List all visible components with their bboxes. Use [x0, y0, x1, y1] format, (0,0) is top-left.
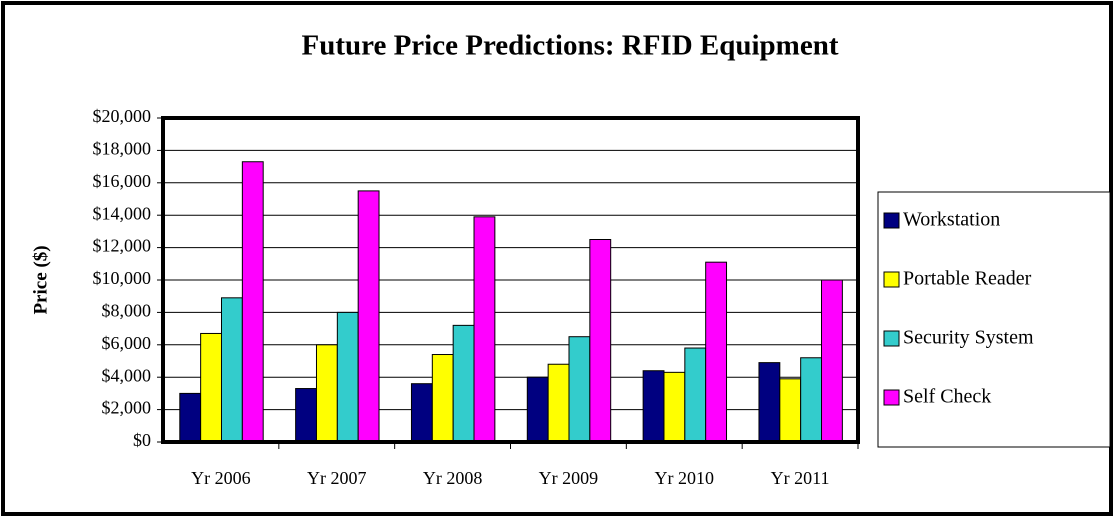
bar	[241, 161, 264, 443]
bar	[779, 378, 802, 443]
x-tick-label: Yr 2006	[191, 468, 251, 488]
bar	[179, 392, 202, 443]
x-tick-label: Yr 2008	[423, 468, 483, 488]
y-tick-label: $6,000	[102, 333, 152, 353]
legend-label: Workstation	[903, 209, 1000, 231]
bar	[295, 388, 317, 443]
bar	[410, 383, 433, 443]
x-tick-label: Yr 2011	[771, 468, 830, 488]
x-tick-label: Yr 2007	[307, 468, 367, 488]
legend-label: Security System	[903, 327, 1034, 349]
y-tick-label: $12,000	[93, 236, 152, 256]
bar	[589, 239, 612, 443]
bar	[315, 344, 338, 443]
bar	[642, 370, 665, 443]
legend-swatch	[883, 271, 900, 288]
y-tick-label: $4,000	[102, 365, 152, 385]
legend-swatch	[883, 389, 900, 406]
bar	[200, 332, 222, 443]
bar	[357, 190, 380, 443]
bar	[568, 336, 591, 443]
bar	[758, 362, 781, 443]
bar	[220, 297, 243, 443]
bar	[684, 347, 707, 443]
y-tick-label: $10,000	[93, 268, 152, 288]
bar	[663, 371, 686, 443]
legend-box	[877, 191, 1111, 448]
y-tick-label: $18,000	[93, 139, 152, 159]
y-tick-label: $20,000	[93, 106, 152, 126]
bar	[473, 216, 496, 443]
bar	[821, 279, 843, 443]
plot-border	[161, 116, 860, 444]
bar	[547, 363, 570, 443]
x-tick-label: Yr 2009	[539, 468, 599, 488]
bar	[705, 261, 728, 443]
bar	[800, 357, 823, 443]
y-tick-label: $0	[133, 430, 151, 450]
bar	[431, 354, 454, 443]
bar	[526, 376, 549, 443]
x-tick-label: Yr 2010	[655, 468, 715, 488]
y-axis-label: Price ($)	[30, 245, 51, 314]
legend-label: Portable Reader	[903, 268, 1032, 290]
bar	[452, 324, 475, 443]
y-tick-label: $16,000	[93, 171, 152, 191]
legend-swatch	[883, 330, 900, 347]
y-tick-label: $8,000	[102, 301, 152, 321]
legend-swatch	[883, 212, 900, 229]
legend-label: Self Check	[903, 386, 991, 408]
bar	[336, 311, 359, 443]
y-tick-label: $14,000	[93, 203, 152, 223]
y-tick-label: $2,000	[102, 398, 152, 418]
chart-title: Future Price Predictions: RFID Equipment	[302, 30, 839, 62]
